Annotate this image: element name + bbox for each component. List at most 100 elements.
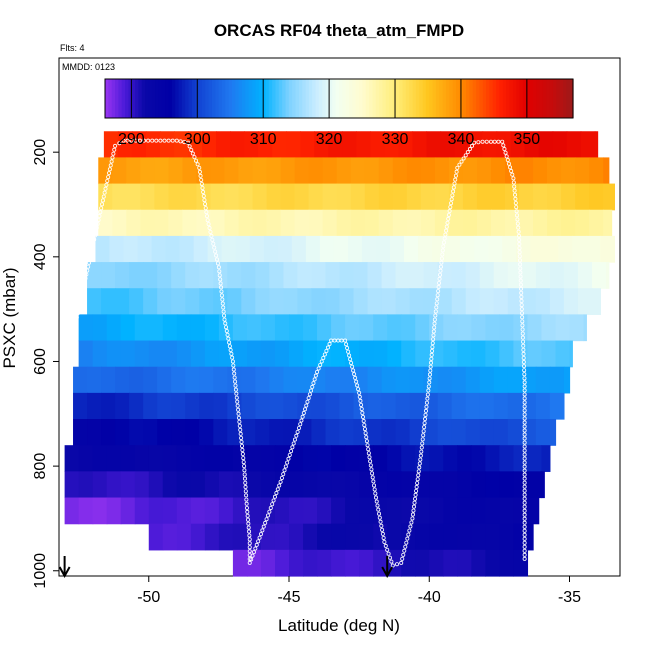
track-point: [435, 297, 440, 302]
heatmap-cell: [423, 366, 439, 394]
track-point: [235, 399, 240, 404]
heatmap-cell: [232, 549, 248, 577]
track-point: [300, 414, 305, 419]
track-point: [197, 165, 202, 170]
heatmap-cell: [92, 445, 108, 472]
heatmap-cell: [533, 183, 548, 211]
track-point: [85, 268, 90, 273]
track-point: [270, 502, 275, 507]
track-point: [517, 254, 522, 259]
track-point: [70, 334, 75, 339]
heatmap-cell: [395, 392, 411, 420]
heatmap-cell: [353, 419, 369, 446]
track-point: [271, 498, 276, 503]
track-point: [520, 315, 525, 320]
heatmap-cell: [415, 314, 430, 342]
heatmap-cell: [392, 157, 408, 185]
heatmap-cell: [490, 209, 506, 237]
track-point: [101, 194, 106, 199]
heatmap-cell: [451, 392, 467, 420]
heatmap-cell: [112, 157, 127, 185]
track-point: [517, 246, 522, 251]
track-point: [211, 241, 216, 246]
heatmap-cell: [64, 497, 80, 525]
track-point: [364, 439, 369, 444]
heatmap-cell: [126, 209, 141, 237]
track-point: [444, 228, 449, 233]
track-point: [219, 285, 224, 290]
track-point: [137, 138, 142, 143]
track-point: [182, 140, 187, 145]
track-point: [519, 286, 524, 291]
heatmap-cell: [190, 340, 206, 368]
heatmap-cell: [561, 157, 576, 185]
flight-track: [62, 138, 527, 568]
track-point: [500, 139, 505, 144]
track-point: [420, 441, 425, 446]
track-point: [374, 499, 379, 504]
track-point: [425, 396, 430, 401]
track-point: [210, 237, 215, 242]
track-point: [217, 269, 222, 274]
heatmap-cell: [345, 445, 360, 472]
heatmap-cell: [157, 288, 172, 315]
heatmap-cell: [87, 262, 102, 289]
track-point: [247, 537, 252, 542]
track-point: [404, 540, 409, 545]
heatmap-cell: [218, 445, 234, 472]
track-point: [77, 303, 82, 308]
track-point: [410, 516, 415, 521]
heatmap-cell: [485, 523, 500, 551]
track-point: [522, 400, 527, 405]
track-point: [230, 359, 235, 364]
heatmap-cell: [533, 157, 548, 185]
heatmap-cell: [586, 235, 601, 263]
track-point: [434, 301, 439, 306]
heatmap-cell: [339, 262, 355, 289]
heatmap-cell: [479, 392, 495, 420]
heatmap-cell: [274, 549, 290, 577]
track-point: [522, 532, 527, 537]
flight-arrow: [58, 556, 71, 579]
track-point: [187, 144, 192, 149]
heatmap-cell: [437, 262, 453, 289]
track-point: [371, 479, 376, 484]
heatmap-cell: [168, 209, 184, 237]
heatmap-cell: [499, 549, 515, 577]
track-point: [521, 347, 526, 352]
heatmap-cell: [465, 366, 481, 394]
heatmap-cell: [101, 262, 116, 289]
heatmap-cell: [460, 235, 475, 263]
track-point: [96, 217, 101, 222]
heatmap-cell: [154, 157, 169, 185]
track-point: [517, 258, 522, 263]
track-point: [520, 327, 525, 332]
heatmap-cell: [331, 523, 346, 551]
track-point: [111, 151, 116, 156]
track-point: [221, 309, 226, 314]
heatmap-cell: [339, 288, 355, 315]
heatmap-cell: [224, 209, 240, 237]
heatmap-cell: [260, 523, 276, 551]
heatmap-cell: [185, 419, 200, 446]
heatmap-cell: [392, 209, 408, 237]
track-point: [275, 487, 280, 492]
heatmap-cell: [331, 549, 346, 577]
heatmap-cell: [249, 235, 265, 263]
track-point: [234, 395, 239, 400]
track-point: [433, 309, 438, 314]
track-point: [299, 418, 304, 423]
heatmap-cell: [426, 131, 442, 159]
track-point: [378, 519, 383, 524]
heatmap-cell: [479, 366, 495, 394]
heatmap-cell: [395, 288, 411, 315]
track-point: [415, 481, 420, 486]
track-point: [522, 464, 527, 469]
heatmap-cell: [448, 209, 464, 237]
heatmap-cell: [493, 288, 509, 315]
heatmap-cell: [289, 340, 304, 368]
heatmap-cell: [451, 419, 467, 446]
track-point: [88, 253, 93, 258]
track-point: [233, 387, 238, 392]
